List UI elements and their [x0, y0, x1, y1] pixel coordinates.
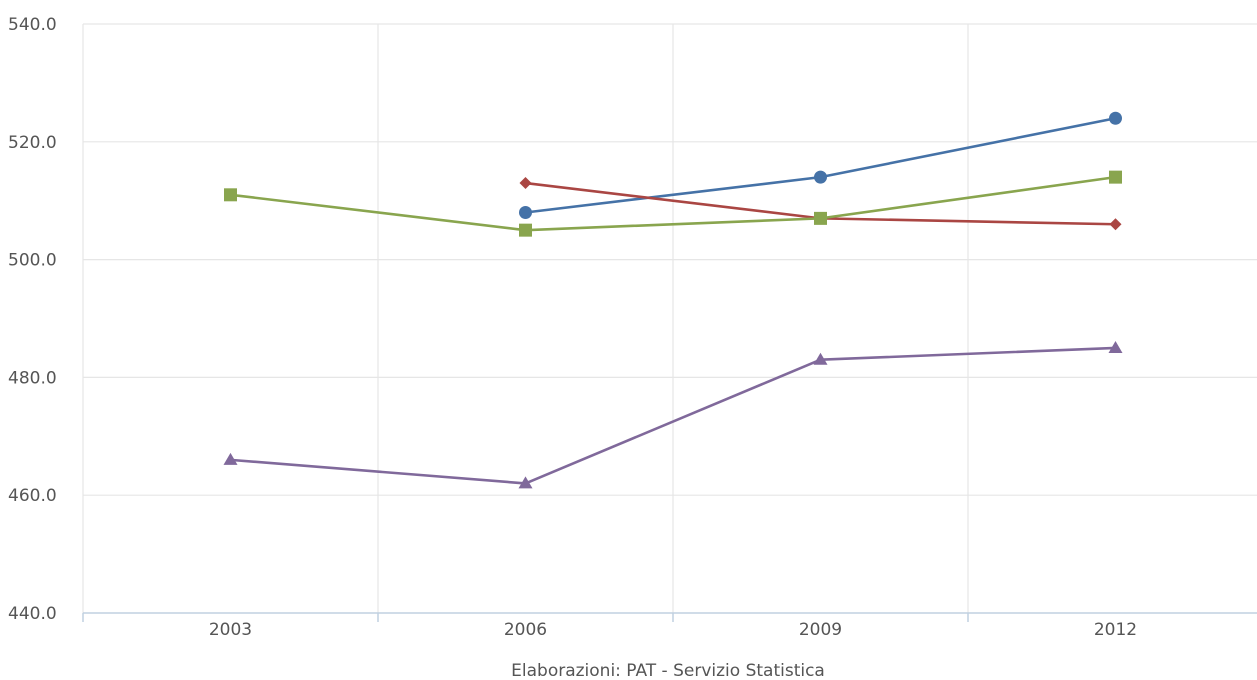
x-tick-label: 2003 — [209, 620, 252, 640]
x-tick-label: 2009 — [799, 620, 842, 640]
labels: 440.0 460.0 480.0 500.0 520.0 540.0 2003 2006 20… — [8, 15, 1137, 640]
data-point[interactable] — [814, 211, 827, 225]
series-2 — [224, 170, 1122, 237]
data-point[interactable] — [519, 177, 532, 190]
y-tick-label: 440.0 — [8, 604, 57, 624]
data-point[interactable] — [519, 223, 532, 237]
y-tick-label: 480.0 — [8, 368, 57, 388]
data-point[interactable] — [1108, 340, 1123, 353]
data-point[interactable] — [1109, 170, 1122, 184]
series-0 — [519, 111, 1122, 219]
data-point[interactable] — [224, 188, 237, 202]
data-point[interactable] — [814, 170, 827, 184]
data-point[interactable] — [813, 352, 828, 365]
data-point[interactable] — [1109, 111, 1122, 125]
data-point[interactable] — [519, 205, 532, 219]
data-point[interactable] — [518, 476, 533, 489]
y-tick-label: 500.0 — [8, 251, 57, 271]
y-tick-label: 540.0 — [8, 15, 57, 35]
source-label: Elaborazioni: PAT - Servizio Statistica — [511, 661, 825, 680]
y-tick-label: 520.0 — [8, 133, 57, 153]
series-line — [524, 116, 1117, 214]
series-line — [229, 175, 1117, 232]
data-point[interactable] — [223, 452, 238, 465]
x-tick-label: 2006 — [504, 620, 547, 640]
data-point[interactable] — [1109, 218, 1122, 231]
x-tick-label: 2012 — [1094, 620, 1137, 640]
series-line — [229, 346, 1117, 485]
y-tick-label: 460.0 — [8, 486, 57, 506]
series-layer — [223, 111, 1123, 489]
grid — [83, 23, 1257, 613]
series-3 — [223, 340, 1123, 489]
axes — [82, 24, 1257, 622]
